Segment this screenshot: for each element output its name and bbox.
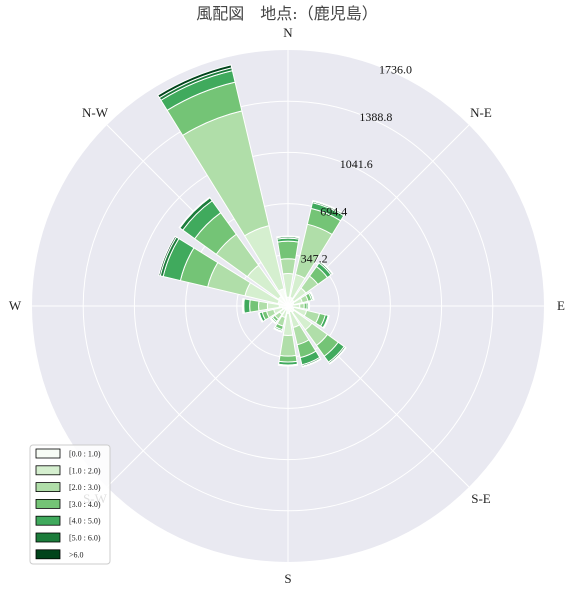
bar-SW-bin-6 xyxy=(269,317,277,325)
bar-SE-bin-6 xyxy=(328,346,347,365)
bar-NE-bin-6 xyxy=(319,260,334,275)
bar-N-bin-6 xyxy=(276,235,300,239)
radial-tick-label-3: 1388.8 xyxy=(359,110,392,124)
direction-label-N-W: N-W xyxy=(82,105,109,120)
legend-swatch-3 xyxy=(35,498,61,509)
legend-label-6: >6.0 xyxy=(69,550,84,559)
bar-W-bin-6 xyxy=(241,298,245,314)
angular-grid-line-S-W xyxy=(106,305,289,488)
bar-W-bin-3 xyxy=(249,299,260,313)
direction-label-S: S xyxy=(284,571,291,586)
bar-ENE-bin-6 xyxy=(309,291,315,301)
legend-label-2: [2.0 : 3.0) xyxy=(69,483,101,492)
legend: [0.0 : 1.0) [1.0 : 2.0) [2.0 : 3.0) [3.0 : … xyxy=(29,444,111,565)
bar-E-bin-2 xyxy=(299,302,305,310)
radial-tick-label-2: 1041.6 xyxy=(340,157,373,171)
direction-label-N: N xyxy=(283,25,293,40)
bar-W-bin-4 xyxy=(243,298,251,314)
bar-S-bin-2 xyxy=(279,334,297,357)
legend-swatch-4 xyxy=(35,515,61,526)
direction-label-S-E: S-E xyxy=(471,491,491,506)
windrose-bars xyxy=(157,64,347,368)
chart-title: 風配図 地点:（鹿児島） xyxy=(196,4,377,23)
legend-label-4: [4.0 : 5.0) xyxy=(69,517,101,526)
bar-WNW-bin-6 xyxy=(158,235,178,277)
bar-NNE-bin-6 xyxy=(312,199,346,216)
radial-tick-label-0: 347.2 xyxy=(301,252,328,266)
radial-tick-label-4: 1736.0 xyxy=(379,63,412,77)
bar-W-bin-2 xyxy=(258,300,269,312)
legend-swatch-0 xyxy=(35,448,61,459)
legend-label-0: [0.0 : 1.0) xyxy=(69,450,101,459)
bar-N-bin-3 xyxy=(277,240,299,260)
legend-swatch-6 xyxy=(35,549,61,560)
radial-tick-labels: 347.2 694.4 1041.6 1388.8 1736.0 xyxy=(301,63,412,266)
radial-tick-label-1: 694.4 xyxy=(320,204,347,218)
bar-SSW-bin-6 xyxy=(273,327,283,333)
legend-swatch-2 xyxy=(35,482,61,493)
bar-NW-bin-6 xyxy=(178,196,211,229)
bar-N-bin-2 xyxy=(279,258,297,275)
legend-swatch-1 xyxy=(35,465,61,476)
legend-swatch-5 xyxy=(35,532,61,543)
legend-label-5: [5.0 : 6.0) xyxy=(69,534,101,543)
bar-NNW-bin-6 xyxy=(157,64,233,99)
bar-E-bin-6 xyxy=(308,301,311,311)
bar-SSE-bin-6 xyxy=(301,358,322,368)
direction-label-W: W xyxy=(9,298,22,313)
legend-label-3: [3.0 : 4.0) xyxy=(69,500,101,509)
bar-S-bin-3 xyxy=(278,354,298,363)
direction-label-N-E: N-E xyxy=(470,105,492,120)
legend-label-1: [1.0 : 2.0) xyxy=(69,466,101,475)
direction-label-E: E xyxy=(557,298,565,313)
bar-ESE-bin-6 xyxy=(323,315,330,329)
bar-S-bin-6 xyxy=(277,364,299,367)
bar-WSW-bin-6 xyxy=(257,312,263,323)
